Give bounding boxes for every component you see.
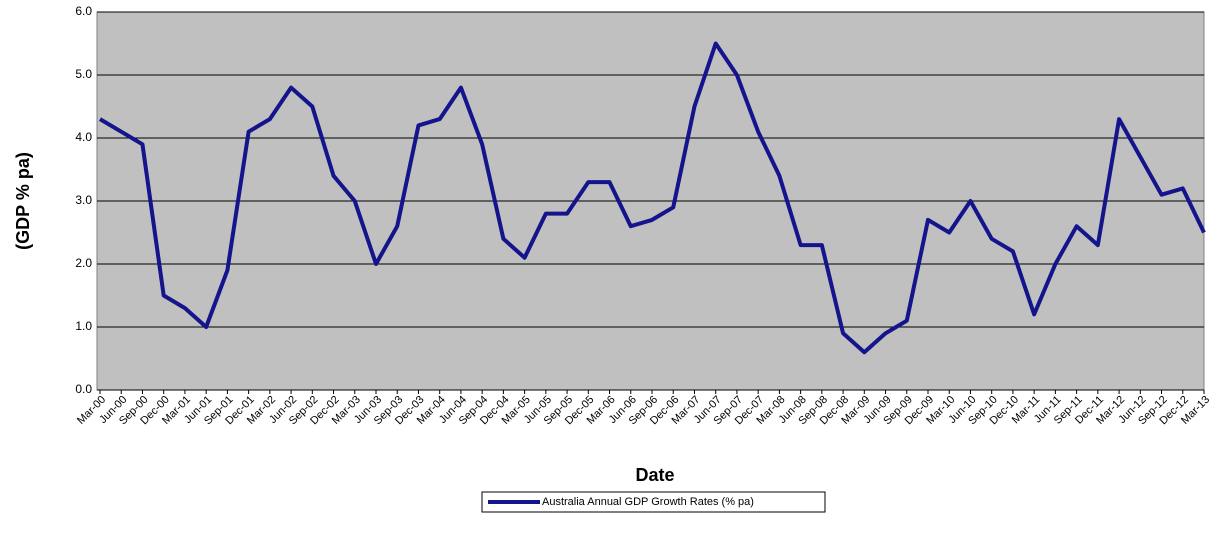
y-tick-label: 1.0 [75, 319, 92, 333]
y-tick-label: 0.0 [75, 382, 92, 396]
x-axis-label: Date [635, 465, 674, 485]
y-tick-label: 4.0 [75, 130, 92, 144]
y-axis-label: (GDP % pa) [13, 152, 33, 250]
y-tick-label: 3.0 [75, 193, 92, 207]
legend-label: Australia Annual GDP Growth Rates (% pa) [542, 496, 754, 508]
y-tick-label: 6.0 [75, 4, 92, 18]
y-tick-label: 5.0 [75, 67, 92, 81]
data-line [98, 41, 1206, 355]
y-tick-label: 2.0 [75, 256, 92, 270]
legend-box [481, 491, 826, 513]
